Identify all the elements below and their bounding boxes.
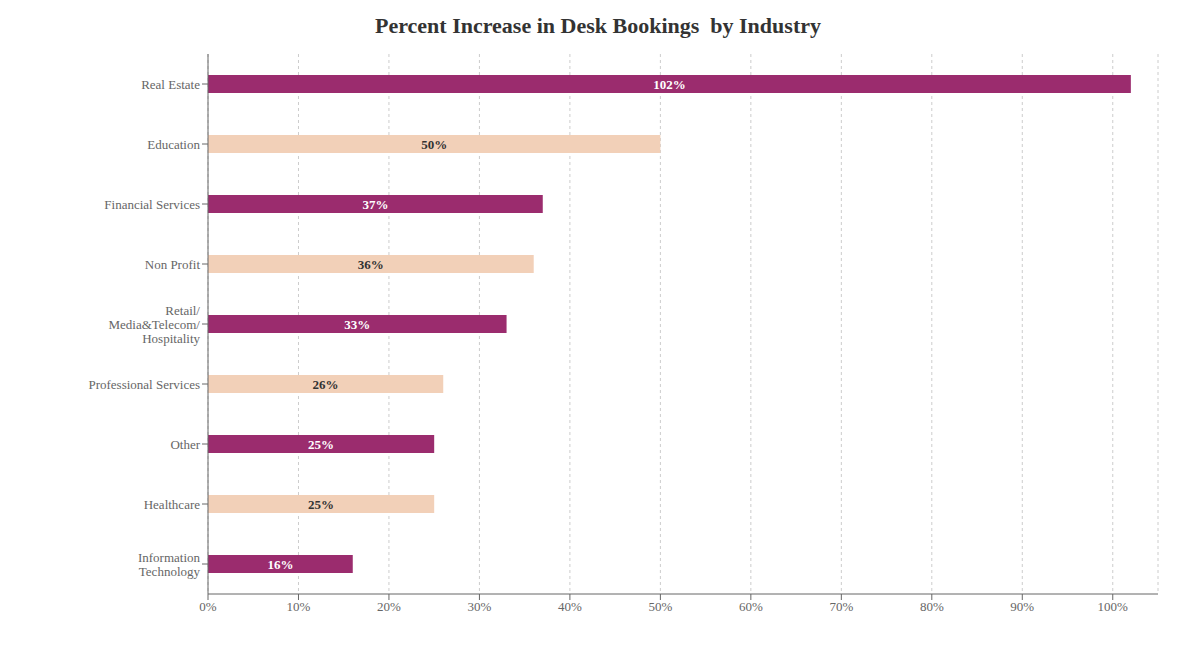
svg-text:90%: 90% — [1010, 599, 1034, 614]
html-text:Percent Increase in Desk Booki: Percent Increase in Desk Bookings by Ind… — [375, 13, 821, 38]
svg-text:Non Profit: Non Profit — [145, 257, 201, 272]
svg-text:Real Estate: Real Estate — [141, 77, 200, 92]
svg-text:Other: Other — [170, 437, 200, 452]
svg-text:16%: 16% — [267, 557, 293, 572]
svg-text:102%: 102% — [653, 77, 686, 92]
svg-text:Healthcare: Healthcare — [144, 497, 201, 512]
svg-text:30%: 30% — [468, 599, 492, 614]
svg-text:Financial Services: Financial Services — [104, 197, 200, 212]
svg-text:Professional Services: Professional Services — [88, 377, 200, 392]
svg-text:Retail/Media&Telecom/Hospitali: Retail/Media&Telecom/Hospitality — [108, 303, 200, 346]
svg-text:33%: 33% — [344, 317, 370, 332]
svg-text:InformationTechnology: InformationTechnology — [138, 550, 201, 579]
svg-text:70%: 70% — [829, 599, 853, 614]
svg-text:50%: 50% — [421, 137, 447, 152]
svg-text:26%: 26% — [313, 377, 339, 392]
svg-text:80%: 80% — [920, 599, 944, 614]
svg-text:36%: 36% — [358, 257, 384, 272]
svg-text:25%: 25% — [308, 497, 334, 512]
svg-text:0%: 0% — [199, 599, 217, 614]
svg-text:10%: 10% — [287, 599, 311, 614]
svg-text:40%: 40% — [558, 599, 582, 614]
svg-text:Education: Education — [147, 137, 200, 152]
svg-text:25%: 25% — [308, 437, 334, 452]
svg-text:100%: 100% — [1098, 599, 1129, 614]
svg-text:50%: 50% — [648, 599, 672, 614]
svg-text:60%: 60% — [739, 599, 763, 614]
svg-text:20%: 20% — [377, 599, 401, 614]
svg-text:37%: 37% — [362, 197, 388, 212]
